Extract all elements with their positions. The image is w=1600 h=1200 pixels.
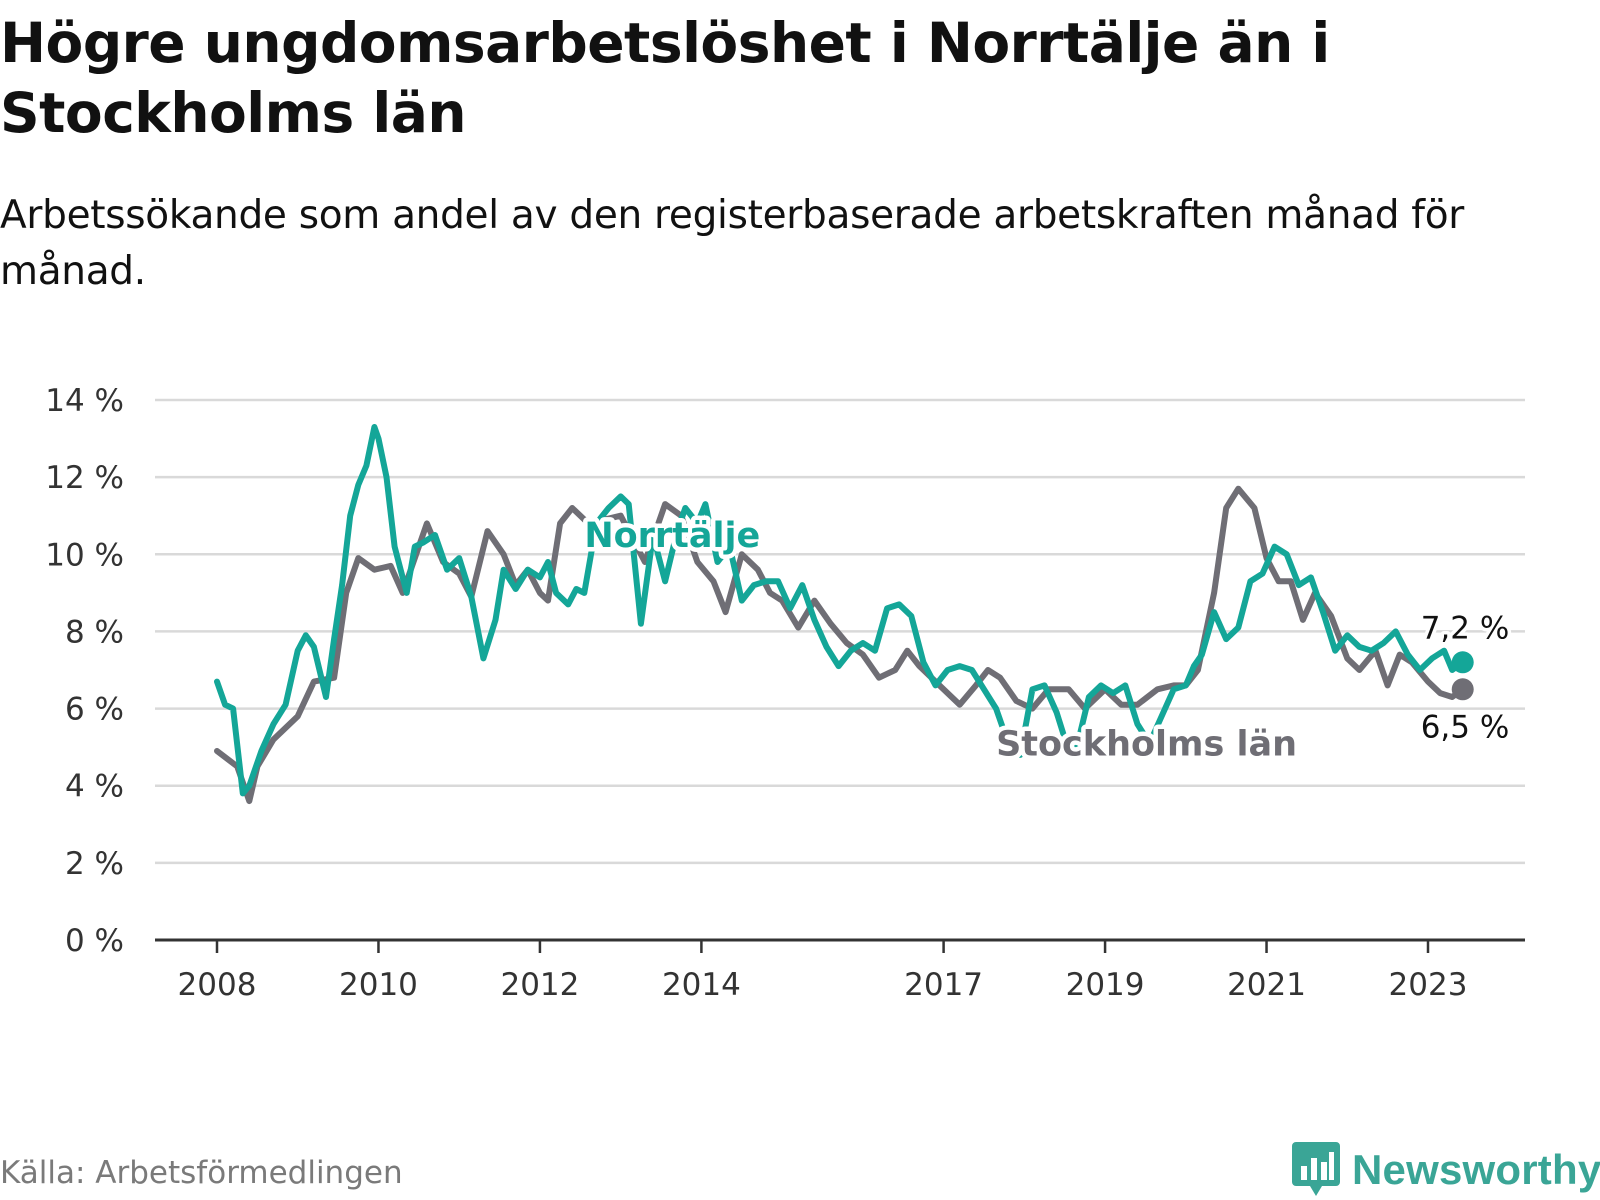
series-lines <box>214 424 1466 805</box>
y-tick-label: 12 % <box>45 460 124 496</box>
series-labels: Norrtälje Stockholms län <box>580 512 1302 769</box>
y-axis-ticks: 0 % 2 % 4 % 6 % 8 % 10 % 12 % 14 % <box>45 383 124 959</box>
series-label-stockholm: Stockholms län <box>996 724 1297 764</box>
y-tick-label: 10 % <box>45 537 124 573</box>
end-point-norrtalje <box>1451 651 1474 674</box>
end-value-label-norrtalje: 7,2 % <box>1421 610 1510 646</box>
chart-title: Högre ungdomsarbetslöshet i Norrtälje än… <box>0 11 1330 145</box>
x-tick-label: 2021 <box>1227 967 1306 1003</box>
x-tick-label: 2008 <box>178 967 257 1003</box>
y-tick-label: 2 % <box>65 846 124 882</box>
brand-logo: Newsworthy <box>1292 1142 1600 1198</box>
x-tick-label: 2012 <box>500 967 579 1003</box>
brand-name: Newsworthy <box>1352 1146 1600 1193</box>
chart-subtitle: Arbetssökande som andel av den registerb… <box>0 193 1465 294</box>
y-tick-label: 14 % <box>45 383 124 419</box>
y-tick-label: 0 % <box>65 923 124 959</box>
bar-chart-icon <box>1292 1142 1340 1196</box>
x-tick-label: 2014 <box>662 967 741 1003</box>
x-tick-label: 2023 <box>1389 967 1468 1003</box>
end-markers: 7,2 % 6,5 % <box>1417 607 1513 749</box>
gridlines <box>155 398 1525 865</box>
x-tick-label: 2010 <box>339 967 418 1003</box>
line-chart: 0 % 2 % 4 % 6 % 8 % 10 % 12 % 14 % 2008 2010 2012… <box>45 383 1525 1003</box>
x-axis-ticks: 2008 2010 2012 2014 2017 2019 2021 2023 <box>178 940 1468 1003</box>
y-tick-label: 4 % <box>65 769 124 805</box>
end-point-stockholm <box>1451 678 1474 701</box>
y-tick-label: 8 % <box>65 614 124 650</box>
series-label-norrtalje: Norrtälje <box>584 516 760 556</box>
y-tick-label: 6 % <box>65 692 124 728</box>
source-note: Källa: Arbetsförmedlingen <box>0 1155 403 1191</box>
x-tick-label: 2017 <box>904 967 983 1003</box>
end-value-label-stockholm: 6,5 % <box>1421 709 1510 745</box>
x-tick-label: 2019 <box>1066 967 1145 1003</box>
series-line-norrtalje <box>214 424 1466 797</box>
